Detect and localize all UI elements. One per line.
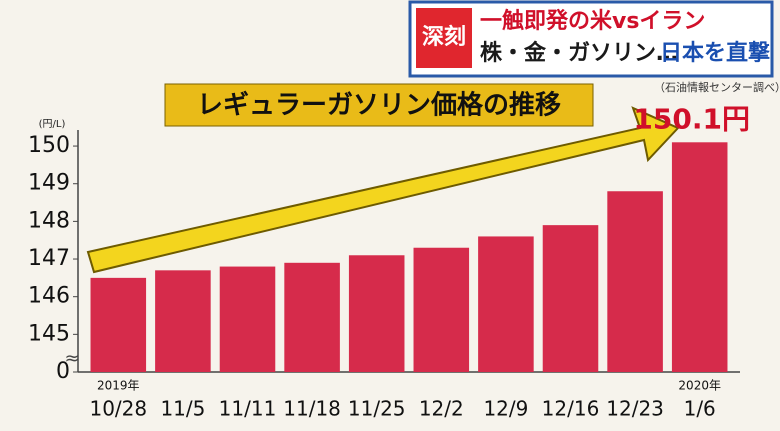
header-line2a: 株・金・ガソリン… xyxy=(480,40,678,66)
bar xyxy=(607,191,663,372)
chart-title: レギュラーガソリン価格の推移 xyxy=(197,90,561,121)
bar xyxy=(90,277,147,372)
x-tick-label: 1/6 xyxy=(684,397,716,421)
trend-arrow xyxy=(86,106,680,274)
x-tick-label: 11/18 xyxy=(283,397,341,421)
y-tick-label: 149 xyxy=(28,171,70,196)
y-tick-label: 148 xyxy=(28,208,70,233)
x-group-label: 2019年 xyxy=(97,379,140,393)
y-tick-label: 146 xyxy=(28,284,70,309)
x-tick-label: 12/9 xyxy=(483,397,528,421)
value-label: 150.1円 xyxy=(633,102,750,135)
x-tick-label: 12/2 xyxy=(419,397,464,421)
title-box xyxy=(164,83,594,127)
bar xyxy=(478,236,534,372)
y-tick-label: 147 xyxy=(28,246,70,271)
bar xyxy=(155,270,211,372)
bar xyxy=(348,255,405,372)
bar xyxy=(542,225,599,372)
source: （石油情報センター調べ） xyxy=(654,80,780,94)
badge-box xyxy=(416,8,472,68)
header-line1: 一触即発の米vsイラン xyxy=(480,8,705,34)
x-tick-label: 11/5 xyxy=(160,397,205,421)
x-tick-label: 10/28 xyxy=(89,397,147,421)
x-tick-label: 11/11 xyxy=(219,397,277,421)
axis-break: ≈ xyxy=(64,348,79,369)
bar xyxy=(413,247,470,372)
x-tick-label: 11/25 xyxy=(348,397,406,421)
bar xyxy=(671,142,728,372)
y-tick-label: 145 xyxy=(28,321,70,346)
header-line2b: 日本を直撃 xyxy=(660,40,770,66)
y-tick-label: 150 xyxy=(28,133,70,158)
badge: 深刻 xyxy=(422,24,466,50)
y-unit: (円/L) xyxy=(39,119,66,130)
x-group-label: 2020年 xyxy=(678,379,721,393)
bar xyxy=(284,262,340,372)
bar xyxy=(219,266,276,372)
x-tick-label: 12/23 xyxy=(606,397,664,421)
y-tick-label: 0 xyxy=(56,359,70,384)
x-tick-label: 12/16 xyxy=(542,397,600,421)
